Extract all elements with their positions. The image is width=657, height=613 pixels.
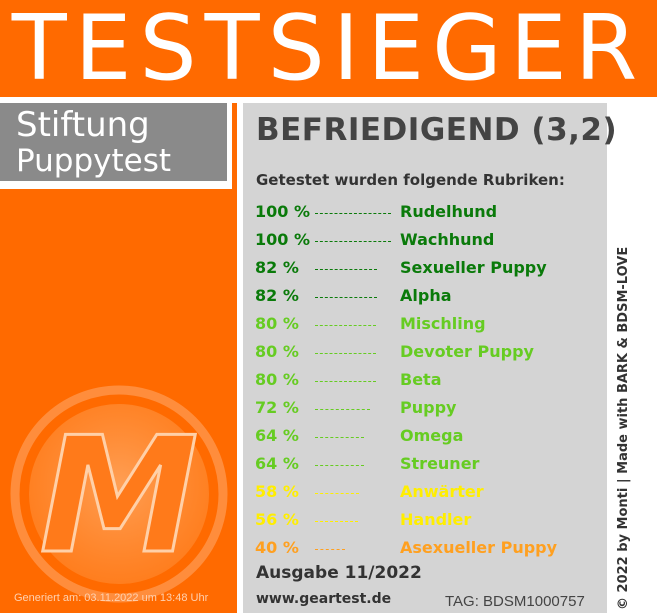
rubric-category: Mischling [400, 314, 486, 333]
generated-timestamp: Generiert am: 03.11.2022 um 13:48 Uhr [14, 592, 209, 604]
left-panel: Stiftung Puppytest M Generiert am: 03.11… [0, 103, 237, 613]
rubric-category: Beta [400, 370, 442, 389]
rubric-percent: 58 % [255, 482, 299, 501]
rubric-percent: 72 % [255, 398, 299, 417]
brand-line-2: Puppytest [16, 143, 172, 179]
rubric-row: 100 % Wachhund [255, 227, 600, 255]
rubric-leader [315, 297, 377, 298]
rubric-category: Wachhund [400, 230, 495, 249]
brand-line-1: Stiftung [16, 105, 150, 145]
rubric-category: Streuner [400, 454, 480, 473]
rubric-leader [315, 381, 376, 382]
rubric-leader [315, 325, 376, 326]
rubric-row: 56 % Handler [255, 507, 600, 535]
rubric-row: 58 % Anwärter [255, 479, 600, 507]
rubric-category: Sexueller Puppy [400, 258, 547, 277]
rubric-leader [315, 465, 364, 466]
rubric-leader [315, 269, 377, 270]
rubric-category: Puppy [400, 398, 457, 417]
rubric-percent: 40 % [255, 538, 299, 557]
brand-box: Stiftung Puppytest [0, 103, 232, 189]
rubric-percent: 80 % [255, 314, 299, 333]
rubric-leader [315, 409, 370, 410]
copyright-credit: © 2022 by Monti | Made with BARK & BDSM-… [616, 246, 631, 610]
rubric-category: Devoter Puppy [400, 342, 534, 361]
tag-label: TAG: BDSM1000757 [445, 593, 585, 610]
rubric-percent: 82 % [255, 258, 299, 277]
rubric-percent: 80 % [255, 342, 299, 361]
rubric-leader [315, 241, 391, 242]
rubric-row: 82 % Sexueller Puppy [255, 255, 600, 283]
rubric-row: 72 % Puppy [255, 395, 600, 423]
rubric-category: Omega [400, 426, 464, 445]
rubric-category: Rudelhund [400, 202, 498, 221]
rubric-percent: 64 % [255, 426, 299, 445]
result-card: BEFRIEDIGEND (3,2) Getestet wurden folge… [243, 103, 617, 613]
rubric-row: 40 % Asexueller Puppy [255, 535, 600, 563]
rubric-list: 100 % Rudelhund 100 % Wachhund 82 % Sexueller… [255, 199, 600, 563]
rubric-leader [315, 437, 364, 438]
issue-label: Ausgabe 11/2022 [256, 563, 422, 583]
rubric-leader [315, 353, 376, 354]
rubric-row: 64 % Omega [255, 423, 600, 451]
m-logo-icon: M [10, 385, 228, 603]
rubric-percent: 100 % [255, 202, 310, 221]
rubric-row: 100 % Rudelhund [255, 199, 600, 227]
rubric-category: Alpha [400, 286, 452, 305]
rubric-row: 64 % Streuner [255, 451, 600, 479]
logo-disc [29, 404, 209, 584]
rubric-leader [315, 213, 391, 214]
logo-ring [10, 385, 228, 603]
rubric-category: Handler [400, 510, 472, 529]
rubric-leader [315, 493, 359, 494]
rubric-percent: 80 % [255, 370, 299, 389]
rubric-row: 80 % Mischling [255, 311, 600, 339]
rubric-category: Asexueller Puppy [400, 538, 558, 557]
rubric-leader [315, 549, 345, 550]
grade-heading: BEFRIEDIGEND (3,2) [256, 112, 618, 148]
rubric-percent: 56 % [255, 510, 299, 529]
rubric-percent: 100 % [255, 230, 310, 249]
rubric-leader [315, 521, 358, 522]
logo-letter: M [39, 402, 198, 589]
website-link[interactable]: www.geartest.de [256, 591, 392, 607]
testsieger-banner: TESTSIEGER [0, 0, 657, 97]
rubric-percent: 64 % [255, 454, 299, 473]
rubrics-subtitle: Getestet wurden folgende Rubriken: [256, 171, 565, 189]
rubric-row: 80 % Devoter Puppy [255, 339, 600, 367]
rubric-row: 82 % Alpha [255, 283, 600, 311]
rubric-row: 80 % Beta [255, 367, 600, 395]
rubric-percent: 82 % [255, 286, 299, 305]
rubric-category: Anwärter [400, 482, 484, 501]
